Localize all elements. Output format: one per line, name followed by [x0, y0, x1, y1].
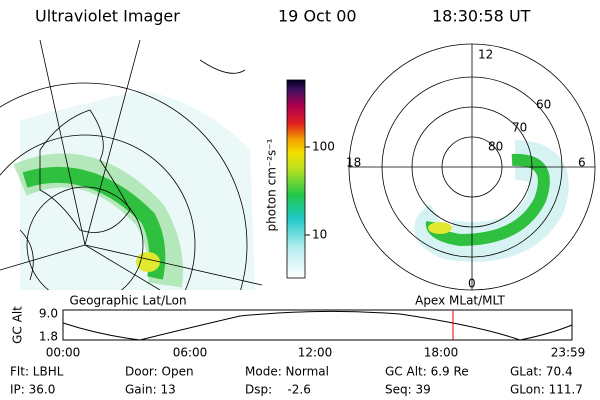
panel-label: Apex MLat/MLT — [415, 294, 505, 308]
colorbar-label: photon cm⁻²s⁻¹ — [265, 138, 279, 231]
footer-field: Mode: Normal — [245, 365, 329, 379]
orbit-plot — [62, 309, 573, 341]
date: 19 Oct 00 — [278, 7, 357, 26]
geographic-map — [0, 40, 262, 290]
orbit-x-tick: 12:00 — [298, 346, 333, 360]
orbit-x-tick: 23:59 — [551, 346, 586, 360]
time: 18:30:58 UT — [432, 7, 531, 26]
panel-label: Geographic Lat/Lon — [69, 294, 186, 308]
title: Ultraviolet Imager — [35, 7, 180, 26]
colorbar-tick: 10 — [312, 228, 327, 242]
mlt-label: 12 — [478, 48, 493, 62]
colorbar-tick: 100 — [312, 140, 335, 154]
mlt-label: 18 — [346, 156, 361, 170]
mlt-label: 0 — [468, 277, 476, 291]
footer-field: Door: Open — [125, 365, 194, 379]
orbit-y-tick: 1.8 — [39, 330, 58, 344]
orbit-x-tick: 06:00 — [173, 346, 208, 360]
orbit-y-tick: 9.0 — [39, 307, 58, 321]
footer-field: IP: 36.0 — [10, 383, 55, 397]
polar-plot — [348, 43, 596, 291]
footer-field: GLon: 111.7 — [510, 383, 583, 397]
orbit-y-label: GC Alt — [11, 306, 25, 344]
footer-field: Dsp: -2.6 — [245, 383, 311, 397]
footer-field: GLat: 70.4 — [510, 365, 573, 379]
footer-field: Flt: LBHL — [10, 365, 64, 379]
orbit-x-tick: 18:00 — [424, 346, 459, 360]
footer: Flt: LBHL Door: Open Mode: Normal GC Alt: 6… — [10, 365, 583, 397]
lat-label: 70 — [512, 121, 527, 135]
mlt-label: 6 — [578, 156, 586, 170]
orbit-x-tick: 00:00 — [46, 346, 81, 360]
footer-field: Seq: 39 — [385, 383, 431, 397]
footer-field: Gain: 13 — [125, 383, 176, 397]
lat-label: 60 — [536, 98, 551, 112]
footer-field: GC Alt: 6.9 Re — [385, 365, 469, 379]
colorbar — [286, 79, 306, 279]
lat-label: 80 — [488, 140, 503, 154]
